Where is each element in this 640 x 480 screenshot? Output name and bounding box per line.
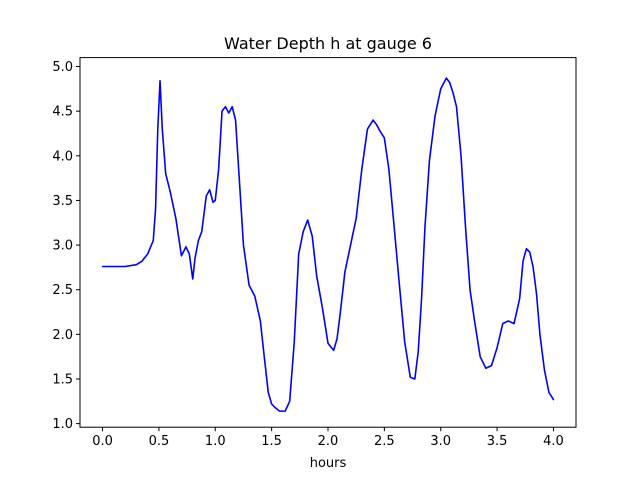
- x-tick-label: 1.0: [205, 434, 226, 449]
- y-tick-label: 1.0: [52, 417, 73, 432]
- chart-title: Water Depth h at gauge 6: [224, 34, 432, 53]
- y-tick-label: 2.0: [52, 328, 73, 343]
- plot-layer: [101, 77, 555, 412]
- x-tick-label: 0.0: [92, 434, 113, 449]
- y-tick-label: 4.5: [52, 105, 73, 120]
- x-tick-label: 2.0: [318, 434, 339, 449]
- y-tick-label: 3.0: [52, 239, 73, 254]
- y-tick-label: 2.5: [52, 283, 73, 298]
- y-tick-label: 4.0: [52, 149, 73, 164]
- y-axis: 1.0 1.5 2.0 2.5 3.0 3.5 4.0 4.5 5.0: [52, 60, 80, 432]
- y-tick-label: 5.0: [52, 60, 73, 75]
- x-axis-label: hours: [310, 456, 347, 471]
- x-tick-label: 3.0: [430, 434, 451, 449]
- x-tick-label: 4.0: [543, 434, 564, 449]
- x-tick-label: 0.5: [149, 434, 170, 449]
- y-tick-label: 1.5: [52, 372, 73, 387]
- x-tick-label: 1.5: [261, 434, 282, 449]
- x-tick-label: 3.5: [487, 434, 508, 449]
- series-line-0: [101, 77, 555, 412]
- x-axis: 0.0 0.5 1.0 1.5 2.0 2.5 3.0 3.5 4.0: [92, 427, 564, 449]
- y-tick-label: 3.5: [52, 194, 73, 209]
- x-tick-label: 2.5: [374, 434, 395, 449]
